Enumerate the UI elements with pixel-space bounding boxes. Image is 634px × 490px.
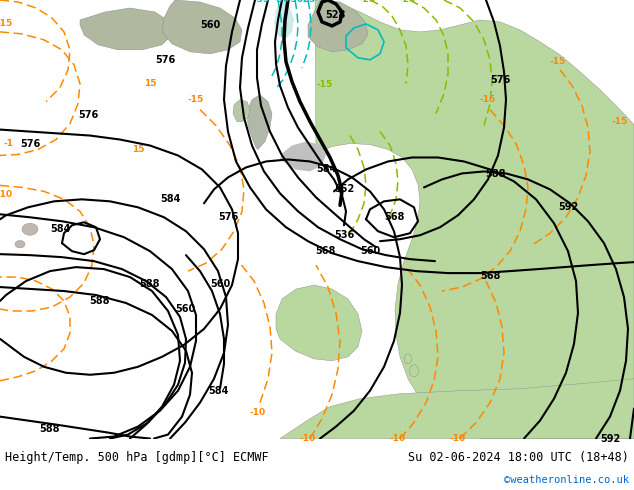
Text: 584: 584 xyxy=(160,195,180,204)
Text: 568: 568 xyxy=(384,212,404,222)
Text: 528: 528 xyxy=(325,10,345,20)
Text: 576: 576 xyxy=(490,75,510,85)
Text: -25: -25 xyxy=(300,0,316,4)
Text: 576: 576 xyxy=(78,110,98,120)
Text: -15: -15 xyxy=(188,95,204,104)
Text: 568: 568 xyxy=(315,246,335,256)
Text: 588: 588 xyxy=(485,170,505,179)
Ellipse shape xyxy=(22,223,38,235)
Text: -15: -15 xyxy=(550,57,566,66)
Text: 592: 592 xyxy=(600,434,620,443)
Polygon shape xyxy=(308,0,368,52)
Text: -30: -30 xyxy=(274,0,290,4)
Text: 576: 576 xyxy=(155,55,175,65)
Polygon shape xyxy=(162,0,242,54)
Text: 552: 552 xyxy=(334,184,354,195)
Text: -10: -10 xyxy=(450,434,466,443)
Text: -10: -10 xyxy=(0,190,13,199)
Text: -10: -10 xyxy=(250,408,266,417)
Polygon shape xyxy=(280,142,326,172)
Text: -15: -15 xyxy=(0,20,13,28)
Text: -15: -15 xyxy=(317,80,333,89)
Text: 560: 560 xyxy=(200,20,220,30)
Text: 576: 576 xyxy=(20,139,40,148)
Polygon shape xyxy=(80,8,172,50)
Polygon shape xyxy=(276,285,362,361)
Text: -20: -20 xyxy=(360,0,376,4)
Text: 584: 584 xyxy=(50,224,70,234)
Text: -35: -35 xyxy=(254,0,270,4)
Text: Height/Temp. 500 hPa [gdmp][°C] ECMWF: Height/Temp. 500 hPa [gdmp][°C] ECMWF xyxy=(5,451,269,464)
Text: -10: -10 xyxy=(300,434,316,443)
Text: 584: 584 xyxy=(208,386,228,396)
Text: 588: 588 xyxy=(40,423,60,434)
Text: -1: -1 xyxy=(3,139,13,148)
Text: 576: 576 xyxy=(218,212,238,222)
Text: 584: 584 xyxy=(316,165,336,174)
Text: 560: 560 xyxy=(210,279,230,289)
Polygon shape xyxy=(280,379,634,439)
Polygon shape xyxy=(274,0,294,40)
Text: ©weatheronline.co.uk: ©weatheronline.co.uk xyxy=(504,475,629,485)
Text: 15: 15 xyxy=(144,79,156,88)
Ellipse shape xyxy=(15,241,25,248)
Text: 588: 588 xyxy=(139,279,160,289)
Ellipse shape xyxy=(410,365,418,377)
Text: Su 02-06-2024 18:00 UTC (18+48): Su 02-06-2024 18:00 UTC (18+48) xyxy=(408,451,629,464)
Polygon shape xyxy=(247,95,272,149)
Text: -15: -15 xyxy=(612,117,628,126)
Text: 15: 15 xyxy=(132,145,145,154)
Polygon shape xyxy=(233,99,250,122)
Text: 568: 568 xyxy=(480,271,500,281)
Text: -10: -10 xyxy=(390,434,406,443)
Text: 560: 560 xyxy=(175,304,195,314)
Text: -15: -15 xyxy=(480,95,496,104)
Text: 536: 536 xyxy=(334,230,354,240)
Ellipse shape xyxy=(404,354,411,364)
Text: -30: -30 xyxy=(288,0,304,4)
Text: -20: -20 xyxy=(400,0,416,4)
Text: 592: 592 xyxy=(558,202,578,212)
Text: 560: 560 xyxy=(360,246,380,256)
Polygon shape xyxy=(315,0,634,439)
Text: 588: 588 xyxy=(90,296,110,306)
